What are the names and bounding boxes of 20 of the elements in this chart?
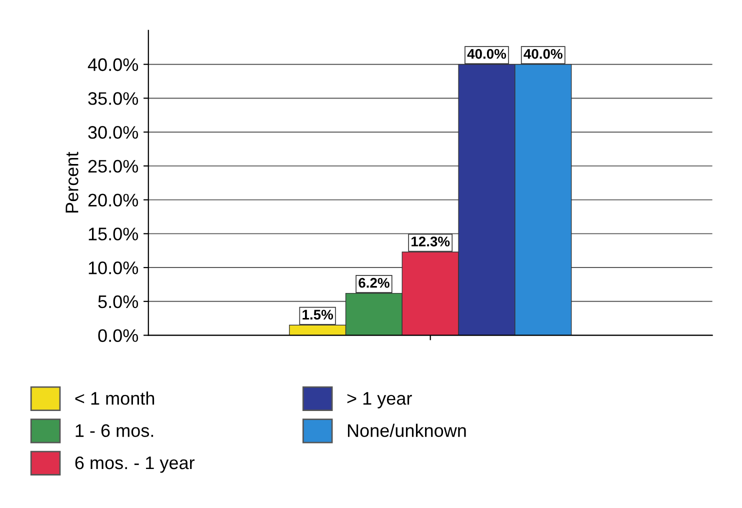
- y-tick-label: 5.0%: [98, 295, 138, 308]
- data-label: 12.3%: [412, 236, 450, 246]
- legend-label: None/unknown: [348, 424, 466, 438]
- y-tick-label: 10.0%: [88, 261, 138, 274]
- y-tick-label: 35.0%: [88, 92, 138, 105]
- y-axis-title: Percent: [66, 152, 78, 213]
- legend-label: 6 mos. - 1 year: [75, 456, 195, 473]
- y-tick-label: 40.0%: [88, 58, 138, 72]
- y-tick-label: 15.0%: [88, 228, 138, 240]
- data-label: 1.5%: [302, 310, 334, 320]
- data-label: 6.2%: [358, 278, 390, 288]
- y-tick-label: 20.0%: [88, 194, 138, 207]
- y-tick-label: 25.0%: [88, 160, 138, 173]
- y-tick-label: 30.0%: [88, 126, 138, 139]
- data-label: 40.0%: [524, 48, 562, 59]
- y-tick-label: 0.0%: [98, 329, 138, 342]
- legend-label: < 1 month: [75, 392, 154, 405]
- legend-label: > 1 year: [347, 392, 412, 408]
- data-label: 40.0%: [467, 48, 506, 59]
- legend-label: 1 - 6 mos.: [76, 424, 154, 438]
